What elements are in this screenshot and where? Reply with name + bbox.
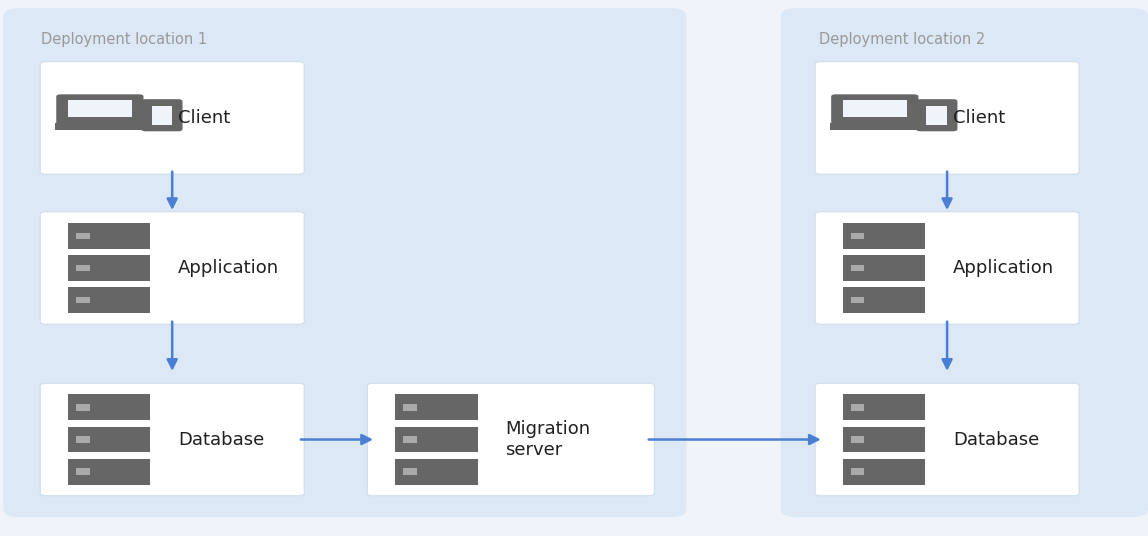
FancyBboxPatch shape [831,94,918,125]
Text: Client: Client [178,109,231,127]
FancyBboxPatch shape [40,383,304,496]
Bar [76,265,90,271]
Bar [851,436,864,443]
Bar [76,297,90,303]
Bar [843,459,925,485]
Bar [395,459,478,485]
FancyBboxPatch shape [815,212,1079,324]
FancyBboxPatch shape [40,212,304,324]
Bar [403,404,417,411]
Bar [926,106,947,125]
Bar [851,468,864,475]
Bar [76,436,90,443]
FancyBboxPatch shape [916,99,957,131]
Bar [843,223,925,249]
Bar [851,265,864,271]
Bar [76,233,90,239]
Bar [851,233,864,239]
Bar [68,255,150,281]
Bar [843,427,925,452]
FancyBboxPatch shape [815,383,1079,496]
FancyBboxPatch shape [815,62,1079,174]
FancyBboxPatch shape [141,99,183,131]
Bar [843,100,907,117]
Bar [851,297,864,303]
Bar [76,404,90,411]
Text: Application: Application [178,259,279,277]
Bar [851,404,864,411]
Text: Application: Application [953,259,1054,277]
Bar [843,394,925,420]
Text: Deployment location 2: Deployment location 2 [819,32,985,47]
Bar [395,394,478,420]
Text: Database: Database [178,430,264,449]
Bar [843,255,925,281]
FancyBboxPatch shape [40,62,304,174]
Bar [395,427,478,452]
Bar [68,223,150,249]
Bar [403,468,417,475]
Text: Migration
server: Migration server [505,420,590,459]
Bar [76,468,90,475]
Text: Database: Database [953,430,1039,449]
Bar [830,123,920,130]
FancyBboxPatch shape [3,8,687,517]
FancyBboxPatch shape [367,383,654,496]
Bar [68,394,150,420]
Bar [68,287,150,313]
Bar [55,123,145,130]
Text: Deployment location 1: Deployment location 1 [41,32,208,47]
Bar [68,459,150,485]
Bar [843,287,925,313]
FancyBboxPatch shape [781,8,1148,517]
Bar [68,100,132,117]
Bar [68,427,150,452]
Text: Client: Client [953,109,1006,127]
FancyBboxPatch shape [56,94,144,125]
Bar [403,436,417,443]
Bar [152,106,172,125]
